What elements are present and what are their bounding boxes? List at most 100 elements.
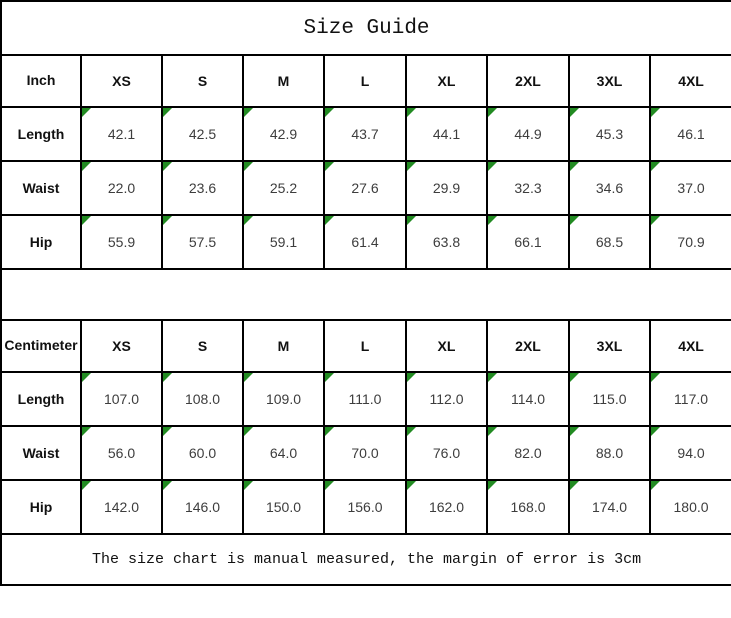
cell-flag-triangle-icon: [408, 374, 416, 382]
cell-flag-triangle-icon: [489, 217, 497, 225]
size-column-header: XS: [80, 319, 163, 373]
size-value: 111.0: [348, 391, 382, 407]
size-value-cell: 115.0: [568, 371, 651, 427]
size-column-header: 3XL: [568, 54, 651, 108]
cell-flag-triangle-icon: [83, 109, 91, 117]
cell-flag-triangle-icon: [489, 163, 497, 171]
cm-header-row: Centimeter XS S M L XL 2XL 3XL 4XL: [0, 319, 731, 373]
size-value-cell: 168.0: [486, 479, 570, 535]
size-value-cell: 109.0: [242, 371, 325, 427]
size-value: 59.1: [269, 234, 298, 250]
size-value-cell: 59.1: [242, 214, 325, 270]
size-column-header: L: [323, 319, 407, 373]
cell-flag-triangle-icon: [245, 374, 253, 382]
cell-flag-triangle-icon: [571, 482, 579, 490]
size-value-cell: 162.0: [405, 479, 488, 535]
size-value: 76.0: [432, 445, 461, 461]
cell-flag-triangle-icon: [326, 482, 334, 490]
size-value-cell: 111.0: [323, 371, 407, 427]
size-value-cell: 42.5: [161, 106, 244, 162]
cell-flag-triangle-icon: [408, 428, 416, 436]
size-value: 56.0: [107, 445, 136, 461]
size-value-cell: 32.3: [486, 160, 570, 216]
size-value-cell: 34.6: [568, 160, 651, 216]
cell-flag-triangle-icon: [489, 109, 497, 117]
cell-flag-triangle-icon: [164, 163, 172, 171]
size-value-cell: 88.0: [568, 425, 651, 481]
page-title: Size Guide: [0, 0, 731, 56]
size-value: 68.5: [595, 234, 624, 250]
size-value-cell: 42.9: [242, 106, 325, 162]
size-value: 22.0: [107, 180, 136, 196]
size-value-cell: 42.1: [80, 106, 163, 162]
cell-flag-triangle-icon: [83, 374, 91, 382]
size-value: 44.9: [514, 126, 542, 142]
cell-flag-triangle-icon: [652, 428, 660, 436]
size-column-header: L: [323, 54, 407, 108]
size-value: 23.6: [188, 180, 217, 196]
cell-flag-triangle-icon: [83, 163, 91, 171]
size-value-cell: 23.6: [161, 160, 244, 216]
table-separator-band: [0, 268, 731, 321]
size-value-cell: 107.0: [80, 371, 163, 427]
size-value: 55.9: [107, 234, 136, 250]
cell-flag-triangle-icon: [83, 482, 91, 490]
size-value: 63.8: [432, 234, 461, 250]
size-value-cell: 27.6: [323, 160, 407, 216]
cell-flag-triangle-icon: [571, 428, 579, 436]
size-column-header: XL: [405, 319, 488, 373]
size-value-cell: 63.8: [405, 214, 488, 270]
row-label: Length: [0, 106, 82, 162]
size-column-header: S: [161, 319, 244, 373]
inch-header-row: Inch XS S M L XL 2XL 3XL 4XL: [0, 54, 731, 108]
size-value: 34.6: [595, 180, 624, 196]
cell-flag-triangle-icon: [164, 217, 172, 225]
cm-waist-row: Waist 56.0 60.0 64.0 70.0 76.0 82.0 88.0…: [0, 425, 731, 481]
cell-flag-triangle-icon: [652, 217, 660, 225]
row-label: Waist: [0, 425, 82, 481]
size-column-header: XL: [405, 54, 488, 108]
cell-flag-triangle-icon: [652, 109, 660, 117]
size-value: 112.0: [429, 391, 464, 407]
size-value-cell: 25.2: [242, 160, 325, 216]
size-value: 60.0: [188, 445, 217, 461]
row-label: Length: [0, 371, 82, 427]
size-value: 107.0: [103, 391, 140, 407]
size-value: 37.0: [677, 180, 705, 196]
size-value: 146.0: [184, 499, 221, 515]
size-value-cell: 61.4: [323, 214, 407, 270]
size-value: 168.0: [510, 499, 546, 515]
size-value: 64.0: [269, 445, 298, 461]
size-value-cell: 22.0: [80, 160, 163, 216]
size-value-cell: 45.3: [568, 106, 651, 162]
cell-flag-triangle-icon: [326, 374, 334, 382]
size-value-cell: 37.0: [648, 160, 731, 216]
size-value-cell: 44.1: [405, 106, 488, 162]
measurement-disclaimer: The size chart is manual measured, the m…: [0, 533, 731, 586]
size-value-cell: 44.9: [486, 106, 570, 162]
size-value: 61.4: [351, 234, 379, 250]
size-value-cell: 70.9: [648, 214, 731, 270]
size-value: 150.0: [265, 499, 302, 515]
size-value-cell: 108.0: [161, 371, 244, 427]
cell-flag-triangle-icon: [164, 109, 172, 117]
size-value-cell: 60.0: [161, 425, 244, 481]
cell-flag-triangle-icon: [571, 217, 579, 225]
size-column-header: 4XL: [648, 319, 731, 373]
cell-flag-triangle-icon: [652, 482, 660, 490]
cell-flag-triangle-icon: [245, 428, 253, 436]
size-column-header: 2XL: [486, 54, 570, 108]
size-value: 42.1: [107, 126, 136, 142]
size-value: 32.3: [514, 180, 542, 196]
size-value-cell: 150.0: [242, 479, 325, 535]
size-value-cell: 174.0: [568, 479, 651, 535]
size-value: 27.6: [351, 180, 379, 196]
cell-flag-triangle-icon: [326, 163, 334, 171]
size-column-header: XS: [80, 54, 163, 108]
row-label: Hip: [0, 479, 82, 535]
cell-flag-triangle-icon: [408, 482, 416, 490]
size-value: 115.0: [592, 391, 627, 407]
size-value: 45.3: [595, 126, 624, 142]
row-label: Hip: [0, 214, 82, 270]
size-value: 156.0: [347, 499, 383, 515]
